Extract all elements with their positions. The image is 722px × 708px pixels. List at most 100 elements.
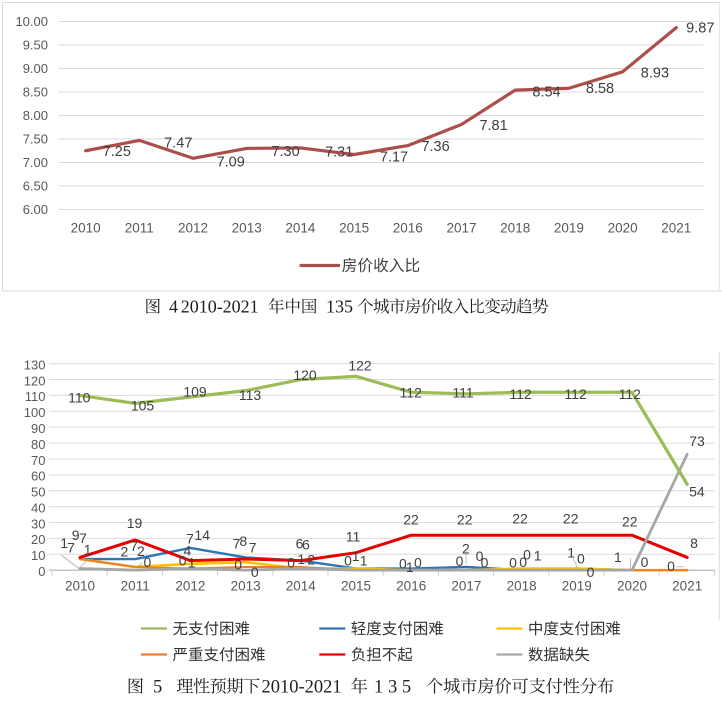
svg-text:6: 6 (302, 536, 310, 552)
svg-text:2020: 2020 (608, 221, 638, 236)
svg-text:100: 100 (24, 405, 46, 420)
svg-text:1: 1 (567, 545, 575, 561)
svg-text:2020: 2020 (617, 579, 647, 594)
svg-text:7: 7 (130, 538, 138, 554)
svg-text:2021: 2021 (672, 579, 702, 594)
svg-text:19: 19 (127, 515, 143, 531)
svg-text:20: 20 (31, 532, 45, 547)
svg-text:0: 0 (251, 564, 259, 580)
svg-text:0: 0 (641, 554, 649, 570)
svg-text:2010: 2010 (71, 221, 101, 236)
svg-text:2015: 2015 (341, 579, 371, 594)
svg-text:60: 60 (31, 469, 45, 484)
svg-text:6.50: 6.50 (23, 179, 48, 194)
svg-text:2014: 2014 (286, 579, 317, 594)
svg-text:112: 112 (619, 386, 642, 402)
svg-text:7.50: 7.50 (23, 132, 48, 147)
svg-text:11: 11 (346, 529, 361, 545)
svg-text:7.36: 7.36 (421, 139, 449, 155)
svg-text:2012: 2012 (175, 579, 205, 594)
svg-text:30: 30 (31, 516, 45, 531)
svg-text:2019: 2019 (562, 579, 592, 594)
svg-text:105: 105 (131, 398, 155, 414)
svg-text:2: 2 (137, 543, 145, 559)
svg-text:7: 7 (233, 535, 241, 551)
svg-text:0: 0 (509, 554, 517, 570)
svg-text:0: 0 (344, 553, 352, 569)
svg-text:0: 0 (287, 555, 295, 571)
svg-text:2010: 2010 (65, 579, 95, 594)
svg-text:1: 1 (60, 535, 68, 551)
svg-text:0: 0 (456, 553, 464, 569)
svg-text:2013: 2013 (232, 221, 262, 236)
svg-text:10: 10 (31, 548, 45, 563)
svg-text:9.00: 9.00 (23, 61, 48, 76)
svg-text:135: 135 (374, 677, 416, 697)
svg-text:2018: 2018 (507, 579, 537, 594)
svg-text:0: 0 (587, 564, 595, 580)
svg-text:1: 1 (614, 549, 622, 565)
svg-text:2015: 2015 (339, 221, 369, 236)
svg-text:7.47: 7.47 (164, 135, 192, 151)
svg-text:120: 120 (293, 367, 317, 383)
svg-text:2: 2 (462, 541, 470, 557)
svg-text:1: 1 (360, 552, 368, 568)
svg-text:2010-2021: 2010-2021 (262, 677, 342, 697)
svg-text:8.00: 8.00 (23, 108, 48, 123)
svg-text:10.00: 10.00 (15, 14, 48, 29)
svg-text:1: 1 (84, 542, 92, 558)
svg-text:73: 73 (689, 433, 705, 449)
svg-text:113: 113 (239, 387, 262, 403)
svg-text:0: 0 (523, 547, 531, 563)
svg-text:2019: 2019 (554, 221, 584, 236)
svg-text:7: 7 (67, 540, 75, 556)
svg-text:2014: 2014 (285, 221, 316, 236)
svg-text:2012: 2012 (178, 221, 208, 236)
svg-text:14: 14 (194, 527, 210, 543)
svg-text:110: 110 (25, 389, 46, 404)
svg-text:7.25: 7.25 (103, 144, 131, 160)
svg-text:109: 109 (183, 384, 207, 400)
svg-text:0: 0 (144, 554, 152, 570)
svg-text:90: 90 (31, 421, 45, 436)
svg-text:50: 50 (31, 485, 45, 500)
svg-text:8.58: 8.58 (586, 81, 614, 97)
svg-text:1: 1 (297, 551, 305, 567)
svg-text:6.00: 6.00 (23, 202, 48, 217)
svg-text:135: 135 (326, 296, 353, 316)
svg-text:0: 0 (414, 555, 422, 571)
svg-text:0: 0 (667, 558, 675, 574)
svg-text:9.87: 9.87 (686, 20, 714, 36)
svg-text:2016: 2016 (396, 579, 426, 594)
svg-text:0: 0 (476, 548, 484, 564)
svg-text:2021: 2021 (661, 221, 691, 236)
svg-text:0: 0 (38, 564, 45, 579)
svg-text:40: 40 (31, 500, 45, 515)
svg-text:9.50: 9.50 (23, 38, 48, 53)
svg-text:7.31: 7.31 (325, 145, 353, 161)
svg-text:1: 1 (188, 555, 196, 571)
svg-text:2018: 2018 (500, 221, 530, 236)
svg-text:22: 22 (457, 511, 473, 527)
svg-text:130: 130 (24, 357, 46, 372)
svg-text:8: 8 (239, 533, 247, 549)
svg-text:2011: 2011 (125, 221, 154, 236)
svg-text:8.50: 8.50 (23, 85, 48, 100)
svg-text:112: 112 (564, 386, 587, 402)
svg-text:6: 6 (296, 535, 304, 551)
svg-text:2010-2021: 2010-2021 (181, 296, 259, 316)
svg-text:0: 0 (179, 552, 187, 568)
svg-text:4: 4 (184, 543, 192, 559)
svg-text:2013: 2013 (231, 579, 261, 594)
svg-text:7.09: 7.09 (217, 155, 245, 171)
svg-text:7.81: 7.81 (479, 118, 507, 134)
svg-text:9: 9 (72, 527, 80, 543)
svg-text:0: 0 (519, 554, 527, 570)
svg-text:8.54: 8.54 (532, 84, 560, 100)
svg-text:5: 5 (153, 677, 162, 697)
svg-text:54: 54 (689, 484, 705, 500)
svg-text:22: 22 (563, 510, 579, 526)
svg-text:0: 0 (234, 556, 242, 572)
svg-text:7.00: 7.00 (23, 155, 48, 170)
svg-text:70: 70 (31, 453, 45, 468)
